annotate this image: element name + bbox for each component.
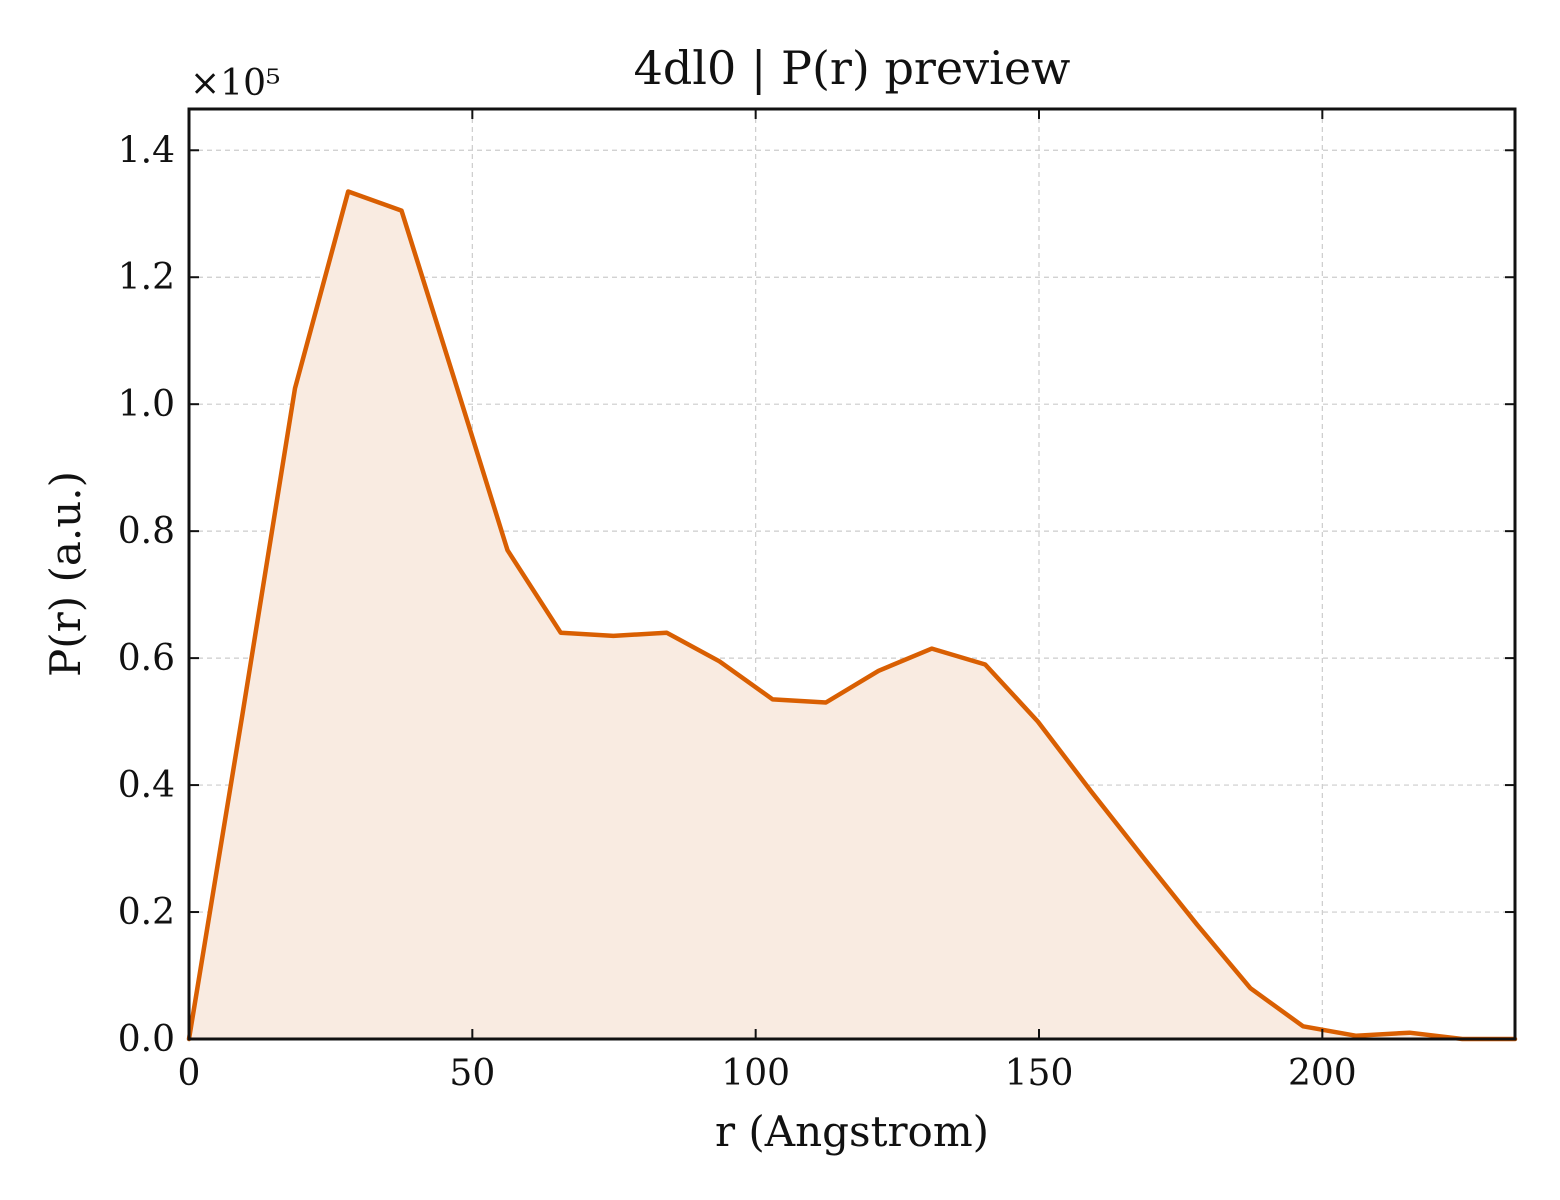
x-tick-label: 100	[721, 1053, 790, 1094]
axis-ticks: 0 50 100 150 200 0.0 0.2 0.4 0.6 0.8 1.0 1.2 1.4	[118, 109, 1515, 1094]
y-multiplier-label: ×10⁵	[190, 63, 280, 104]
x-tick-label: 200	[1288, 1053, 1357, 1094]
chart-title: 4dl0 | P(r) preview	[634, 41, 1071, 95]
y-tick-label: 0.6	[118, 638, 175, 679]
x-tick-label: 0	[178, 1053, 201, 1094]
y-tick-label: 0.2	[118, 892, 175, 933]
y-tick-label: 0.0	[118, 1019, 175, 1060]
x-axis-label: r (Angstrom)	[715, 1107, 989, 1156]
y-tick-label: 0.4	[118, 765, 175, 806]
y-tick-label: 1.0	[118, 384, 175, 425]
y-axis-label: P(r) (a.u.)	[41, 471, 90, 677]
y-tick-label: 0.8	[118, 511, 175, 552]
plot-frame	[187, 107, 1517, 1041]
series-line	[186, 189, 1518, 1042]
area-fill	[189, 191, 1515, 1039]
y-tick-label: 1.2	[118, 257, 175, 298]
x-tick-label: 50	[449, 1053, 495, 1094]
x-tick-label: 150	[1005, 1053, 1074, 1094]
y-tick-label: 1.4	[118, 130, 175, 171]
